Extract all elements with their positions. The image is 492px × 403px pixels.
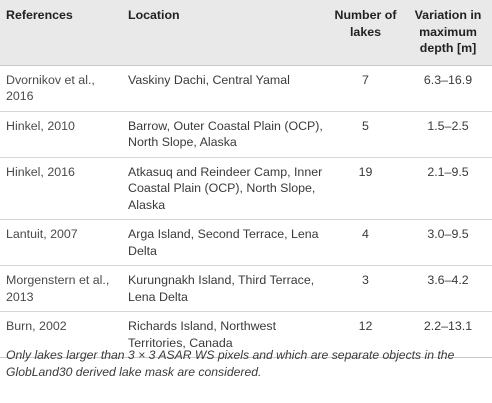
cell-location: Atkasuq and Reindeer Camp, Inner Coastal… — [122, 156, 327, 220]
header-variation-depth: Variation in maximum depth [m] — [402, 0, 492, 65]
table-row: Dvornikov et al., 2016 Vaskiny Dachi, Ce… — [0, 64, 492, 111]
cell-depth: 2.1–9.5 — [402, 156, 492, 220]
cell-depth: 3.6–4.2 — [402, 265, 492, 312]
cell-depth: 2.2–13.1 — [402, 311, 492, 358]
cell-depth: 3.0–9.5 — [402, 219, 492, 266]
cell-lakes: 7 — [327, 64, 402, 111]
cell-depth: 1.5–2.5 — [402, 110, 492, 157]
cell-location: Kurungnakh Island, Third Terrace, Lena D… — [122, 265, 327, 312]
header-references: References — [0, 0, 122, 65]
table-row: Hinkel, 2016 Atkasuq and Reindeer Camp, … — [0, 156, 492, 220]
table-row: Hinkel, 2010 Barrow, Outer Coastal Plain… — [0, 110, 492, 157]
header-location: Location — [122, 0, 327, 65]
cell-reference: Lantuit, 2007 — [0, 219, 122, 266]
table-header: References Location Number of lakes Vari… — [0, 0, 492, 65]
table-row: Burn, 2002 Richards Island, Northwest Te… — [0, 311, 492, 358]
cell-reference: Hinkel, 2016 — [0, 156, 122, 220]
cell-location: Barrow, Outer Coastal Plain (OCP), North… — [122, 110, 327, 157]
cell-reference: Morgenstern et al., 2013 — [0, 265, 122, 312]
table-body: Dvornikov et al., 2016 Vaskiny Dachi, Ce… — [0, 64, 492, 358]
cell-location: Richards Island, Northwest Territories, … — [122, 311, 327, 358]
cell-lakes: 19 — [327, 156, 402, 220]
table-row: Morgenstern et al., 2013 Kurungnakh Isla… — [0, 265, 492, 312]
cell-location: Arga Island, Second Terrace, Lena Delta — [122, 219, 327, 266]
table-row: Lantuit, 2007 Arga Island, Second Terrac… — [0, 219, 492, 266]
lakes-table: References Location Number of lakes Vari… — [0, 0, 492, 358]
cell-lakes: 3 — [327, 265, 402, 312]
cell-lakes: 4 — [327, 219, 402, 266]
cell-reference: Burn, 2002 — [0, 311, 122, 358]
table-footnote: Only lakes larger than 3 × 3 ASAR WS pix… — [6, 348, 455, 379]
cell-lakes: 5 — [327, 110, 402, 157]
cell-reference: Hinkel, 2010 — [0, 110, 122, 157]
cell-location: Vaskiny Dachi, Central Yamal — [122, 64, 327, 111]
header-number-of-lakes: Number of lakes — [327, 0, 402, 65]
cell-lakes: 12 — [327, 311, 402, 358]
header-row: References Location Number of lakes Vari… — [0, 0, 492, 65]
cell-depth: 6.3–16.9 — [402, 64, 492, 111]
cell-reference: Dvornikov et al., 2016 — [0, 64, 122, 111]
